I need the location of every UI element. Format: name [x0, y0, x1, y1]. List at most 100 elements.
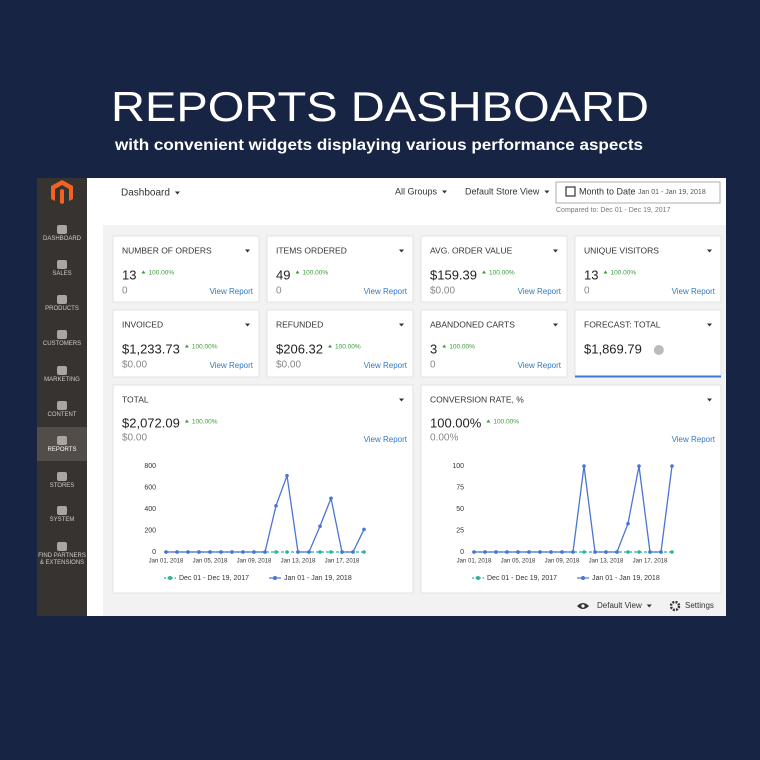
- dropdown-caret[interactable]: [442, 190, 448, 194]
- dropdown-caret[interactable]: [544, 190, 550, 194]
- page-subtitle: with convenient widgets displaying vario…: [114, 137, 643, 154]
- series-point: [527, 550, 531, 554]
- sidebar-item[interactable]: DASHBOARD: [42, 236, 81, 242]
- dropdown-caret[interactable]: [245, 323, 250, 327]
- series-point: [329, 550, 333, 554]
- x-tick-label: Jan 05, 2018: [193, 559, 228, 565]
- widget-value: $1,869.79: [584, 341, 642, 356]
- logo[interactable]: [51, 180, 73, 204]
- x-tick-label: Jan 01, 2018: [149, 559, 184, 565]
- view-report-link[interactable]: View Report: [364, 361, 408, 370]
- widget-previous: 0: [430, 360, 436, 371]
- dropdown-caret[interactable]: [707, 398, 712, 402]
- widget-previous: 0: [122, 286, 128, 297]
- chart-change: 100.00%: [192, 419, 218, 426]
- series-point: [582, 550, 586, 554]
- date-range: Jan 01 - Jan 19, 2018: [638, 189, 706, 196]
- widget-previous: 0: [276, 286, 282, 297]
- sidebar-icon: [57, 401, 67, 410]
- dropdown-caret[interactable]: [553, 323, 558, 327]
- date-picker[interactable]: [555, 181, 721, 204]
- widget-change: 100.00%: [192, 344, 218, 351]
- dropdown-caret[interactable]: [707, 249, 712, 253]
- store-select[interactable]: Default Store View: [465, 186, 540, 196]
- change-arrow: [184, 419, 189, 423]
- sidebar-item[interactable]: SALES: [52, 271, 72, 277]
- dropdown-caret[interactable]: [707, 323, 712, 327]
- date-period[interactable]: Month to Date: [579, 186, 636, 196]
- view-report-link[interactable]: View Report: [364, 287, 408, 296]
- change-arrow: [141, 270, 146, 274]
- widget-title: ABANDONED CARTS: [430, 319, 515, 329]
- dropdown-caret[interactable]: [553, 249, 558, 253]
- view-switcher[interactable]: Default View: [597, 601, 642, 610]
- dropdown-caret[interactable]: [399, 249, 404, 253]
- chart-change: 100.00%: [493, 419, 519, 426]
- widget-change: 100.00%: [302, 270, 328, 277]
- widget-card: [266, 309, 414, 378]
- y-tick-label: 50: [456, 506, 464, 513]
- series-point: [186, 550, 190, 554]
- calendar-icon: [565, 186, 576, 197]
- sidebar-item[interactable]: PRODUCTS: [45, 306, 79, 312]
- dropdown-caret[interactable]: [646, 604, 652, 608]
- sidebar-item[interactable]: FIND PARTNERS & EXTENSIONS: [38, 553, 86, 566]
- dropdown-caret[interactable]: [245, 249, 250, 253]
- widget-title: FORECAST: TOTAL: [584, 319, 661, 329]
- page-switcher[interactable]: Dashboard: [121, 188, 170, 199]
- dropdown-caret[interactable]: [174, 191, 180, 195]
- y-tick-label: 25: [456, 527, 464, 534]
- view-report-link[interactable]: View Report: [518, 361, 562, 370]
- sidebar-item[interactable]: CONTENT: [47, 412, 77, 418]
- widget-value: 13: [122, 267, 136, 282]
- view-report-link[interactable]: View Report: [672, 435, 716, 444]
- widget-previous: $0.00: [276, 360, 301, 371]
- series-point: [604, 550, 608, 554]
- legend-label[interactable]: Jan 01 - Jan 19, 2018: [284, 575, 352, 582]
- help-icon: [653, 345, 664, 355]
- chart-title: TOTAL: [122, 394, 149, 404]
- sidebar-item[interactable]: REPORTS: [47, 447, 77, 453]
- series-point: [263, 550, 267, 554]
- legend-label[interactable]: Dec 01 - Dec 19, 2017: [487, 575, 557, 582]
- series-point: [637, 550, 641, 554]
- dropdown-caret[interactable]: [399, 323, 404, 327]
- series-point: [659, 550, 663, 554]
- settings-link[interactable]: Settings: [685, 601, 714, 610]
- series-point: [219, 550, 223, 554]
- series-point: [670, 464, 674, 468]
- chart-title: CONVERSION RATE, %: [430, 394, 524, 404]
- series-point: [362, 527, 366, 532]
- view-report-link[interactable]: View Report: [210, 287, 254, 296]
- sidebar-item[interactable]: SYSTEM: [49, 517, 75, 523]
- legend-label[interactable]: Dec 01 - Dec 19, 2017: [179, 575, 249, 582]
- widget-title: AVG. ORDER VALUE: [430, 245, 513, 255]
- x-tick-label: Jan 17, 2018: [325, 559, 360, 565]
- group-select[interactable]: All Groups: [395, 186, 438, 196]
- x-tick-label: Jan 09, 2018: [237, 559, 272, 565]
- view-report-link[interactable]: View Report: [518, 287, 562, 296]
- dropdown-caret[interactable]: [399, 398, 404, 402]
- y-tick-label: 800: [144, 463, 156, 470]
- view-report-link[interactable]: View Report: [364, 435, 408, 444]
- series-point: [626, 521, 630, 526]
- sidebar-icon: [57, 260, 67, 269]
- sidebar-item[interactable]: CUSTOMERS: [42, 341, 82, 347]
- series-point: [285, 550, 289, 554]
- legend-label[interactable]: Jan 01 - Jan 19, 2018: [592, 575, 660, 582]
- change-arrow: [295, 270, 300, 274]
- series-point: [296, 550, 300, 554]
- series-point: [571, 550, 575, 554]
- x-tick-label: Jan 13, 2018: [589, 559, 624, 565]
- x-tick-label: Jan 05, 2018: [501, 559, 536, 565]
- sidebar-icon: [57, 225, 67, 234]
- change-arrow: [603, 270, 608, 274]
- change-arrow: [184, 344, 189, 348]
- view-report-link[interactable]: View Report: [210, 361, 254, 370]
- series-point: [505, 550, 509, 554]
- change-arrow: [442, 344, 447, 348]
- series-point: [318, 550, 322, 554]
- sidebar-item[interactable]: MARKETING: [44, 377, 80, 383]
- view-report-link[interactable]: View Report: [672, 287, 716, 296]
- sidebar-item[interactable]: STORES: [49, 483, 75, 489]
